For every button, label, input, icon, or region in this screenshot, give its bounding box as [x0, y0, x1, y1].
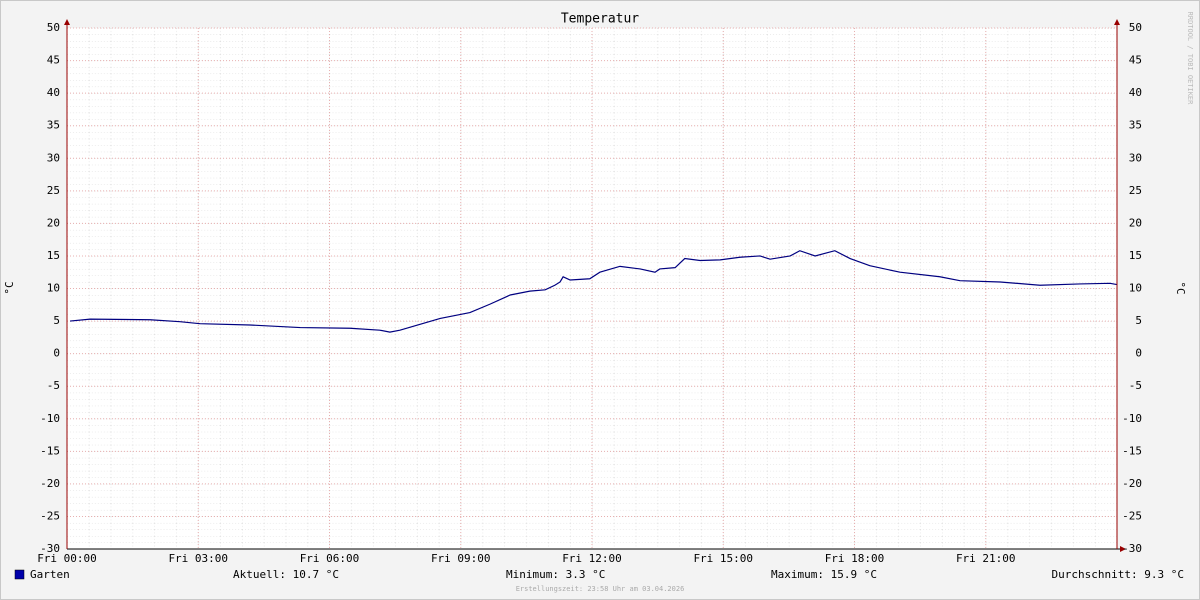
y-tick-label: 20 — [47, 216, 60, 229]
y-tick-label: 10 — [47, 282, 60, 295]
x-tick-label: Fri 15:00 — [693, 552, 753, 565]
y-tick-label: -10 — [40, 412, 60, 425]
y2-tick-label: 45 — [1129, 54, 1142, 67]
series-line — [70, 250, 1118, 333]
y2-tick-label: -25 — [1122, 509, 1142, 522]
y2-tick-label: -20 — [1122, 477, 1142, 490]
x-tick-label: Fri 21:00 — [956, 552, 1016, 565]
y2-tick-label: 10 — [1129, 282, 1142, 295]
y-tick-label: -25 — [40, 509, 60, 522]
y2-tick-label: -5 — [1129, 379, 1142, 392]
y-tick-label: -15 — [40, 444, 60, 457]
y-tick-label: -5 — [47, 379, 60, 392]
y2-tick-label: -10 — [1122, 412, 1142, 425]
x-tick-label: Fri 09:00 — [431, 552, 491, 565]
y-tick-label: 25 — [47, 184, 60, 197]
y-tick-label: 30 — [47, 151, 60, 164]
legend-stat: Durchschnitt: 9.3 °C — [1052, 568, 1184, 581]
plot — [66, 27, 1118, 550]
y2-tick-label: 50 — [1129, 21, 1142, 34]
x-tick-label: Fri 06:00 — [300, 552, 360, 565]
y2-tick-label: 25 — [1129, 184, 1142, 197]
footer: Erstellungszeit: 23:58 Uhr am 03.04.2026 — [516, 585, 685, 593]
y2-axis-label: °C — [1174, 281, 1187, 294]
y-tick-label: 40 — [47, 86, 60, 99]
y2-tick-label: -30 — [1122, 542, 1142, 555]
y2-tick-label: 30 — [1129, 151, 1142, 164]
legend-label: Garten — [30, 568, 70, 581]
x-tick-label: Fri 00:00 — [37, 552, 97, 565]
y-axis-label: °C — [3, 281, 16, 294]
y-tick-label: 50 — [47, 21, 60, 34]
y2-tick-label: 15 — [1129, 249, 1142, 262]
y2-tick-label: 35 — [1129, 119, 1142, 132]
y2-tick-label: -15 — [1122, 444, 1142, 457]
y2-tick-label: 0 — [1135, 347, 1142, 360]
y-tick-label: 45 — [47, 54, 60, 67]
legend-stat: Minimum: 3.3 °C — [506, 568, 605, 581]
y-tick-label: 0 — [53, 347, 60, 360]
legend-swatch — [14, 569, 25, 580]
y2-tick-label: 20 — [1129, 216, 1142, 229]
y-tick-label: 15 — [47, 249, 60, 262]
y-tick-label: -30 — [40, 542, 60, 555]
y-tick-label: 35 — [47, 119, 60, 132]
x-tick-label: Fri 18:00 — [825, 552, 885, 565]
y-tick-label: 5 — [53, 314, 60, 327]
chart-title: Temperatur — [561, 12, 639, 27]
watermark: RRDTOOL / TOBI OETIKER — [1186, 12, 1194, 106]
y2-tick-label: 40 — [1129, 86, 1142, 99]
y-tick-label: -20 — [40, 477, 60, 490]
legend-stat: Maximum: 15.9 °C — [771, 568, 877, 581]
legend-stat: Aktuell: 10.7 °C — [233, 568, 339, 581]
x-tick-label: Fri 12:00 — [562, 552, 622, 565]
x-tick-label: Fri 03:00 — [168, 552, 228, 565]
y2-tick-label: 5 — [1135, 314, 1142, 327]
